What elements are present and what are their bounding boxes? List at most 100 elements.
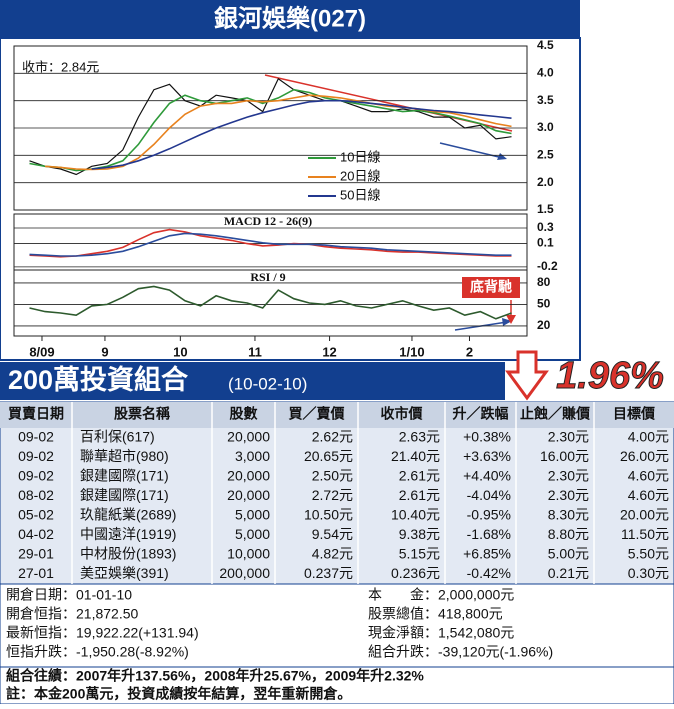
arrow-head bbox=[497, 153, 507, 160]
table-cell: 中材股份(1893) bbox=[80, 546, 176, 562]
table-cell: -4.04% bbox=[467, 487, 511, 503]
table-cell: 2.61元 bbox=[399, 487, 440, 503]
table-header: 收市價 bbox=[381, 406, 424, 422]
table-cell: 5,000 bbox=[235, 507, 270, 523]
table-cell: 09-02 bbox=[18, 448, 54, 464]
table-bg bbox=[0, 401, 674, 585]
table-cell: 0.30元 bbox=[628, 565, 669, 581]
table-cell: 20.00元 bbox=[620, 507, 669, 523]
annotation: 底背馳 bbox=[470, 279, 512, 295]
table-cell: 中國遠洋(1919) bbox=[80, 526, 176, 542]
table-cell: +3.63% bbox=[463, 448, 511, 464]
table-cell: 2.62元 bbox=[312, 429, 353, 445]
panel-title: RSI / 9 bbox=[250, 270, 285, 284]
table-cell: 20,000 bbox=[227, 468, 270, 484]
table-cell: 百利保(617) bbox=[80, 429, 155, 445]
table-header: 股票名稱 bbox=[114, 406, 170, 422]
table-cell: 8.80元 bbox=[548, 526, 589, 542]
table-cell: 4.60元 bbox=[628, 468, 669, 484]
x-tick-label: 8/09 bbox=[29, 344, 54, 359]
table-cell: 美亞娛樂(391) bbox=[80, 565, 169, 581]
table-cell: 9.38元 bbox=[399, 526, 440, 542]
table-cell: +6.85% bbox=[463, 546, 511, 562]
table-cell: 2.61元 bbox=[399, 468, 440, 484]
panel-frame bbox=[13, 269, 528, 337]
table-cell: 4.00元 bbox=[628, 429, 669, 445]
table-cell: 21.40元 bbox=[391, 448, 440, 464]
table-cell: 16.00元 bbox=[540, 448, 589, 464]
table-cell: 2.50元 bbox=[312, 468, 353, 484]
series-line bbox=[29, 77, 512, 176]
table-cell: 200,000 bbox=[219, 565, 270, 581]
table-cell: 20.65元 bbox=[304, 448, 353, 464]
table-cell: 0.21元 bbox=[548, 565, 589, 581]
legend-label: 20日線 bbox=[340, 168, 380, 183]
table-header: 買／賣價 bbox=[289, 406, 346, 422]
table-cell: -0.42% bbox=[467, 565, 511, 581]
y-tick-label: 4.0 bbox=[537, 66, 554, 80]
panel-title: MACD 12 - 26(9) bbox=[224, 214, 312, 228]
chart-title: 銀河娛樂(027) bbox=[214, 4, 366, 32]
series-line bbox=[29, 232, 512, 257]
y-tick-label: -0.2 bbox=[537, 259, 558, 273]
portfolio-bar bbox=[0, 362, 505, 400]
x-tick-label: 9 bbox=[101, 344, 108, 359]
legend-label: 50日線 bbox=[340, 187, 380, 202]
table-cell: 銀建國際(171) bbox=[80, 468, 169, 484]
table-cell: 2.72元 bbox=[312, 487, 353, 503]
table-cell: 26.00元 bbox=[620, 448, 669, 464]
summary-record: 組合往績：2007年升137.56%，2008年升25.67%，2009年升2.… bbox=[6, 668, 424, 684]
table-header: 升／跌幅 bbox=[453, 406, 509, 422]
x-tick-label: 1/10 bbox=[399, 344, 424, 359]
table-cell: 2.63元 bbox=[399, 429, 440, 445]
table-cell: 29-01 bbox=[18, 546, 54, 562]
table-header-bg bbox=[0, 402, 674, 428]
table-cell: 27-01 bbox=[18, 565, 54, 581]
annotation-box bbox=[462, 277, 520, 298]
table-cell: -1.68% bbox=[467, 526, 511, 542]
x-tick-label: 12 bbox=[322, 344, 336, 359]
table-cell: 05-02 bbox=[18, 507, 54, 523]
header-bar bbox=[0, 0, 580, 38]
y-tick-label: 3.5 bbox=[537, 93, 554, 107]
portfolio-date: (10-02-10) bbox=[228, 374, 307, 393]
y-tick-label: 3.0 bbox=[537, 120, 554, 134]
legend-label: 10日線 bbox=[340, 149, 380, 164]
table-cell: 銀建國際(171) bbox=[80, 487, 169, 503]
summary-item: 開倉恒指：21,872.50 bbox=[6, 606, 138, 622]
table-cell: 10.40元 bbox=[391, 507, 440, 523]
table-cell: 2.30元 bbox=[548, 468, 589, 484]
table-cell: +0.38% bbox=[463, 429, 511, 445]
table-cell: -0.95% bbox=[467, 507, 511, 523]
table-cell: 5,000 bbox=[235, 526, 270, 542]
summary-item: 本 金：2,000,000元 bbox=[368, 587, 514, 603]
table-cell: 2.30元 bbox=[548, 429, 589, 445]
summary-note: 註：本金200萬元，投資成績按年結算，翌年重新開倉。 bbox=[6, 686, 351, 702]
summary-item: 股票總值：418,800元 bbox=[368, 606, 503, 622]
y-tick-label: 0.1 bbox=[537, 236, 554, 250]
series-line bbox=[91, 99, 512, 170]
table-cell: 09-02 bbox=[18, 468, 54, 484]
y-tick-label: 20 bbox=[537, 318, 551, 332]
summary-item: 組合升跌：-39,120元(-1.96%) bbox=[368, 644, 553, 660]
y-tick-label: 50 bbox=[537, 297, 551, 311]
table-cell: 5.00元 bbox=[548, 546, 589, 562]
table-cell: 0.237元 bbox=[304, 565, 353, 581]
summary-item: 現金淨額：1,542,080元 bbox=[368, 625, 514, 641]
table-cell: 20,000 bbox=[227, 429, 270, 445]
down-arrow bbox=[505, 350, 549, 401]
x-tick-label: 11 bbox=[248, 344, 262, 359]
chart-border bbox=[0, 37, 581, 361]
table-cell: 聯華超市(980) bbox=[80, 448, 169, 464]
table-cell: 10.50元 bbox=[304, 507, 353, 523]
summary-item: 開倉日期：01-01-10 bbox=[6, 587, 132, 603]
portfolio-change: 1.96% bbox=[556, 355, 664, 397]
table-header: 目標價 bbox=[613, 406, 656, 422]
arrow-head bbox=[502, 318, 512, 326]
table-header: 股數 bbox=[230, 406, 258, 422]
y-tick-label: 80 bbox=[537, 275, 551, 289]
table-cell: +4.40% bbox=[463, 468, 511, 484]
summary-bg bbox=[0, 583, 674, 705]
